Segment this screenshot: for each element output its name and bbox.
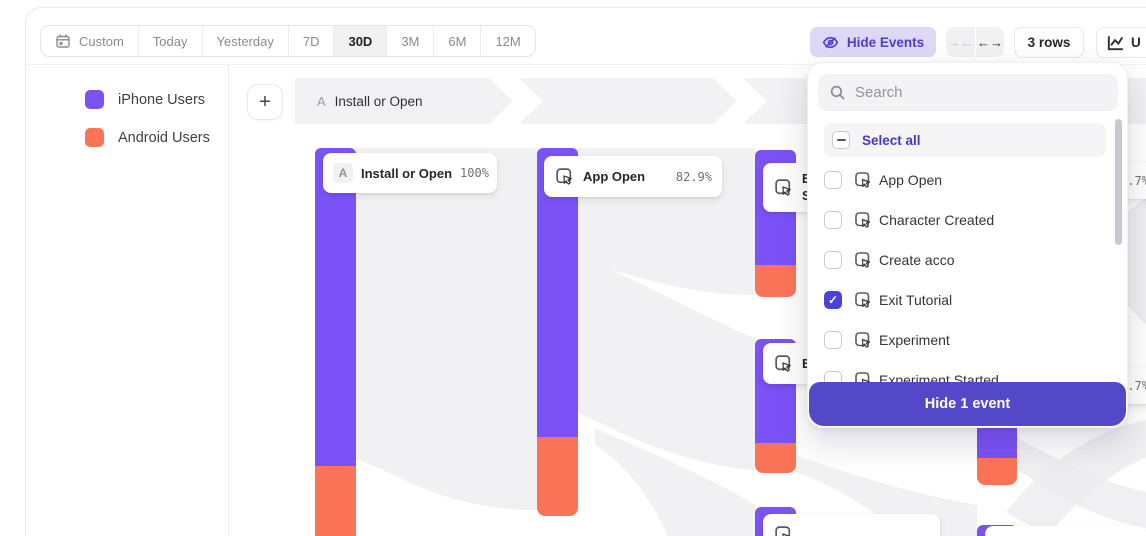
calendar-icon: [56, 34, 70, 48]
hide-events-dropdown: Select all App Open Character Created: [807, 62, 1128, 428]
event-row-create-acco[interactable]: Create acco: [808, 240, 1127, 280]
bar-appopen-android: [537, 437, 578, 516]
bar-col3-node2-android: [755, 443, 796, 473]
event-list: App Open Character Created Create acco ✓: [808, 160, 1127, 400]
select-all-checkbox[interactable]: [832, 131, 850, 149]
custom-event-icon: [855, 212, 871, 228]
chart-type-button[interactable]: U: [1096, 27, 1146, 58]
step-badge: A: [317, 93, 326, 109]
bar-col4-node2-android: [977, 458, 1017, 485]
date-range-6m[interactable]: 6M: [434, 26, 482, 56]
eye-off-icon: [822, 36, 839, 48]
expand-columns-button[interactable]: ←→: [975, 27, 1004, 57]
date-range-30d[interactable]: 30D: [334, 26, 388, 56]
collapse-columns-button[interactable]: →←: [947, 34, 974, 50]
event-checkbox[interactable]: [824, 251, 842, 269]
custom-event-icon: [556, 168, 572, 185]
custom-event-icon: [855, 292, 871, 308]
bar-col3-node1-android: [755, 265, 796, 297]
legend-item-android-users[interactable]: Android Users: [85, 128, 210, 147]
conversion-percent: 100%: [460, 166, 489, 180]
custom-event-icon: [855, 332, 871, 348]
conversion-percent: 82.9%: [675, 169, 712, 184]
custom-event-icon: [775, 179, 791, 196]
event-row-app-open[interactable]: App Open: [808, 160, 1127, 200]
event-checkbox[interactable]: [824, 171, 842, 189]
add-step-button[interactable]: +: [247, 84, 283, 120]
date-range-3m[interactable]: 3M: [387, 26, 435, 56]
android-users-swatch: [85, 128, 104, 147]
custom-event-icon: [855, 252, 871, 268]
dropdown-scrollbar[interactable]: [1115, 119, 1122, 245]
step-header-install-or-open[interactable]: A Install or Open: [295, 78, 513, 124]
event-checkbox[interactable]: [824, 211, 842, 229]
date-range-12m[interactable]: 12M: [495, 33, 521, 49]
date-range-yesterday[interactable]: Yesterday: [203, 26, 289, 56]
date-range-selector: Custom Today Yesterday 7D 30D 3M 6M 12M: [40, 25, 536, 57]
legend-divider: [228, 65, 229, 536]
event-row-exit-tutorial[interactable]: ✓ Exit Tutorial: [808, 280, 1127, 320]
event-checkbox[interactable]: [824, 331, 842, 349]
hide-events-button[interactable]: Hide Events: [810, 27, 936, 57]
step-a-badge: A: [333, 163, 353, 183]
select-all-row[interactable]: Select all: [824, 123, 1106, 157]
column-width-controls: →← ←→: [946, 27, 1004, 57]
event-search-box: [818, 74, 1118, 111]
funnel-card-install-or-open[interactable]: A Install or Open 100%: [323, 153, 497, 193]
hide-event-apply-button[interactable]: Hide 1 event: [809, 382, 1126, 426]
event-row-character-created[interactable]: Character Created: [808, 200, 1127, 240]
search-icon: [830, 85, 845, 100]
legend-item-iphone-users[interactable]: iPhone Users: [85, 90, 205, 109]
line-chart-icon: [1107, 35, 1124, 50]
funnel-card-bottom-right[interactable]: [985, 526, 1146, 536]
date-range-label: Custom: [79, 33, 124, 49]
toolbar-divider: [26, 64, 1146, 65]
funnel-card-app-open[interactable]: App Open 82.9%: [544, 156, 722, 197]
event-search-input[interactable]: [855, 84, 1107, 101]
date-range-today[interactable]: Today: [139, 26, 203, 56]
bar-install-iphone: [315, 148, 356, 466]
iphone-users-swatch: [85, 90, 104, 109]
step-header-2[interactable]: [519, 78, 737, 124]
funnel-card-bottom-left[interactable]: [763, 514, 940, 536]
rows-count-button[interactable]: 3 rows: [1014, 27, 1084, 58]
bar-install-android: [315, 466, 356, 536]
event-row-experiment[interactable]: Experiment: [808, 320, 1127, 360]
custom-event-icon: [855, 172, 871, 188]
event-checkbox-checked[interactable]: ✓: [824, 291, 842, 309]
custom-event-icon: [775, 355, 791, 372]
custom-event-icon: [775, 525, 791, 536]
date-range-7d[interactable]: 7D: [289, 26, 335, 56]
date-range-custom[interactable]: Custom: [41, 26, 139, 56]
